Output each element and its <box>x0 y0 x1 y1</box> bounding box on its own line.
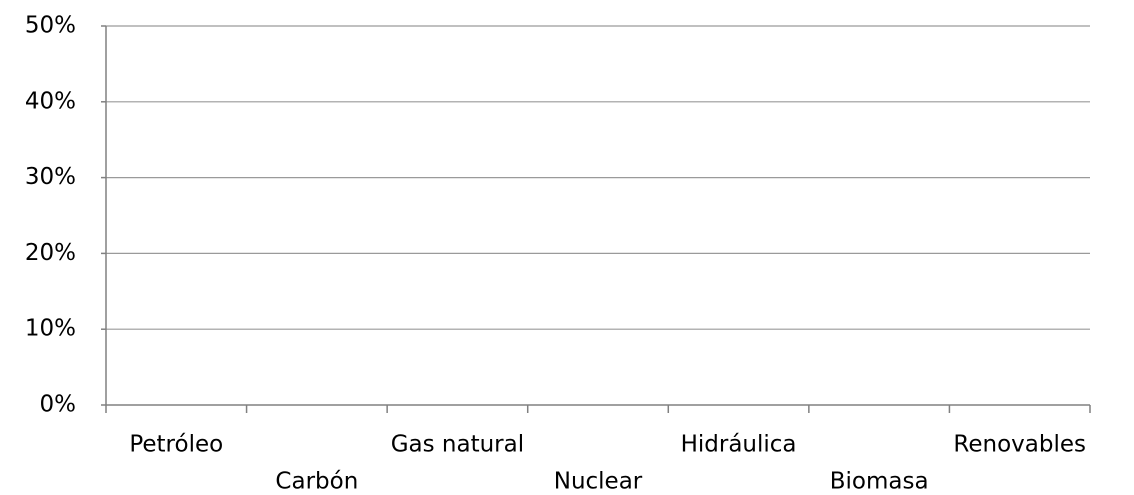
y-tick-label: 30% <box>25 164 76 190</box>
x-tick-label: Biomasa <box>830 469 929 495</box>
x-tick-label: Hidráulica <box>681 432 797 458</box>
x-tick-label: Renovables <box>953 432 1086 458</box>
x-tick-label: Gas natural <box>391 432 524 458</box>
x-tick-label: Nuclear <box>554 469 643 495</box>
y-tick-label: 40% <box>25 88 76 114</box>
x-tick-label: Petróleo <box>129 432 223 458</box>
chart: 0% 10% 20% 30% 40% 50% Petróleo Carbón Gas natur… <box>0 0 1134 495</box>
y-tick-label: 0% <box>40 392 77 418</box>
y-tick-label: 20% <box>25 240 76 266</box>
x-tick-label: Carbón <box>275 469 358 495</box>
y-tick-label: 10% <box>25 316 76 342</box>
y-tick-label: 50% <box>25 13 76 39</box>
